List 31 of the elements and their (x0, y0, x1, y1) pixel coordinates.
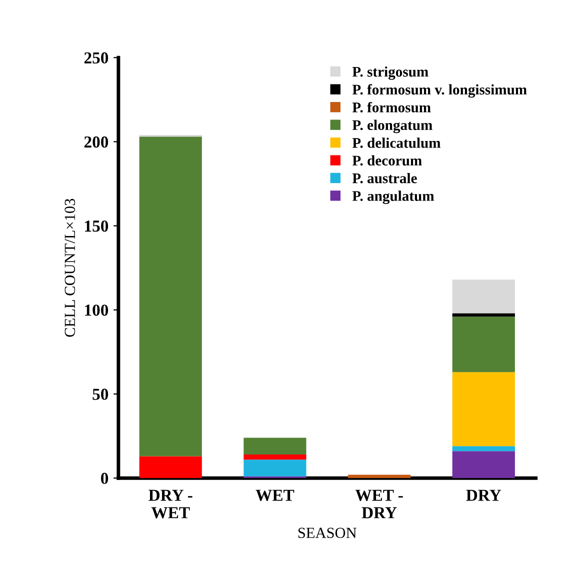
legend-label: P. australe (352, 172, 417, 184)
legend-label: P. delicatulum (352, 138, 441, 148)
bar (452, 446, 515, 452)
x-tick-label: WET (256, 490, 294, 502)
bar (139, 456, 202, 478)
x-tick-label: WET - DRY (355, 490, 403, 518)
bar (452, 316, 515, 372)
legend-label: P. formosum (352, 102, 431, 112)
bar (452, 451, 515, 478)
x-tick-label: DRY (466, 490, 502, 501)
y-tick-label: 200 (84, 136, 108, 148)
legend-label: P. strigosum (352, 66, 428, 80)
bar (244, 460, 306, 476)
legend-label: P. decorum (352, 155, 422, 166)
y-tick-label: 50 (92, 388, 108, 400)
legend-label: P. formosum v. longissimum (352, 84, 527, 98)
bar (244, 438, 306, 455)
legend-label: P. angulatum (352, 190, 434, 204)
y-tick-label: 100 (85, 304, 108, 316)
bar (452, 280, 515, 314)
y-tick-label: 250 (84, 52, 108, 64)
x-tick-label: DRY - WET (148, 490, 192, 518)
y-tick-label: 0 (101, 472, 108, 484)
x-axis-title: SEASON (298, 528, 356, 538)
bar (452, 372, 515, 446)
y-tick-label: 150 (85, 220, 108, 232)
bar (244, 454, 306, 460)
y-axis-title: CELL COUNT/L×103 (64, 198, 76, 337)
legend-label: P. elongatum (352, 120, 432, 134)
bar (348, 474, 411, 478)
bar (139, 136, 202, 456)
